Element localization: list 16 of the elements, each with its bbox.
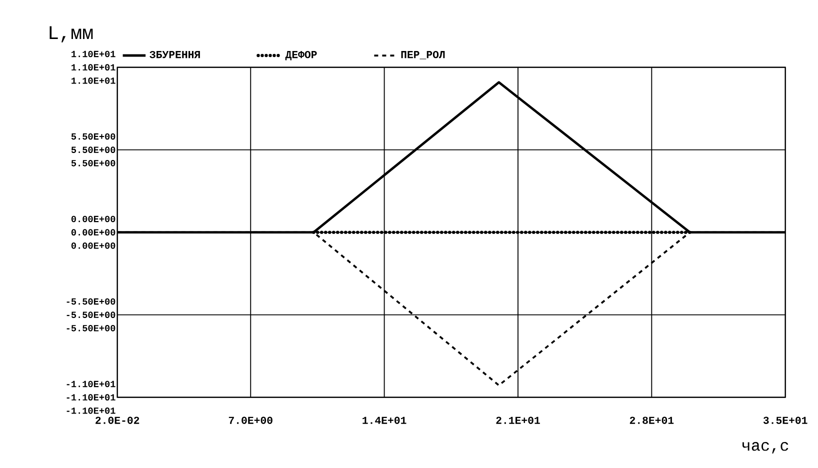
legend-label: ЗБУРЕННЯ (150, 50, 200, 58)
legend-label: ПЕР_РОЛ (401, 50, 445, 60)
y-tick-label: -5.50E+00 (66, 312, 116, 318)
y-tick-label: 5.50E+00 (71, 146, 116, 153)
x-tick-label: 1.4E+01 (362, 416, 406, 424)
x-tick-label: 7.0E+00 (228, 416, 272, 424)
y-tick-label: 0.00E+00 (71, 229, 116, 236)
x-tick-label: 2.8E+01 (630, 416, 674, 424)
x-tick-label: 2.0E-02 (96, 416, 140, 424)
x-axis-title: час,с (742, 442, 788, 454)
y-tick-label: -1.10E+01 (66, 394, 116, 400)
x-tick-label: 3.5E+01 (763, 416, 808, 424)
y-tick-label: 1.10E+01 (72, 64, 116, 70)
y-axis-title: L,мм (50, 26, 93, 42)
x-tick-label: 2.1E+01 (496, 416, 540, 424)
legend-label: ДЕФОР (285, 50, 317, 60)
